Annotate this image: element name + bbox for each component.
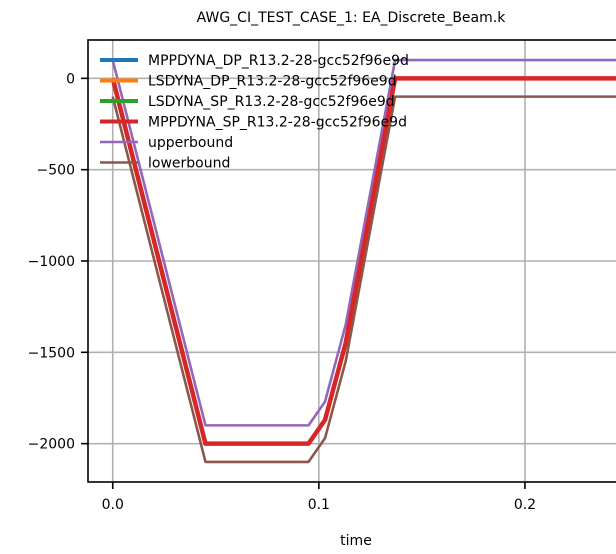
series-line-4 [110,76,616,446]
y-tick-label: −500 [37,163,75,179]
x-tick-label: 0.1 [308,497,330,513]
legend-item: upperbound [100,135,233,151]
legend-label: LSDYNA_DP_R13.2-28-gcc52f96e9d [148,74,397,90]
legend-item: LSDYNA_DP_R13.2-28-gcc52f96e9d [100,74,397,90]
legend-item: MPPDYNA_DP_R13.2-28-gcc52f96e9d [100,53,409,69]
legend-item: LSDYNA_SP_R13.2-28-gcc52f96e9d [100,94,395,110]
y-axis: 0 −500 −1000 −1500 −2000 [28,71,88,453]
legend-item: MPPDYNA_SP_R13.2-28-gcc52f96e9d [100,115,407,131]
legend-label: MPPDYNA_DP_R13.2-28-gcc52f96e9d [148,53,409,69]
legend-label: MPPDYNA_SP_R13.2-28-gcc52f96e9d [148,115,407,131]
series-layer [110,58,616,464]
x-axis: 0.0 0.1 0.2 [102,482,536,513]
legend-label: LSDYNA_SP_R13.2-28-gcc52f96e9d [148,94,395,110]
y-tick-label: 0 [66,71,75,87]
legend-item: lowerbound [100,156,230,172]
series-line-5 [111,58,616,427]
y-tick-label: −1000 [28,254,75,270]
series-line-6 [111,95,616,464]
x-tick-label: 0.0 [102,497,124,513]
y-tick-label: −1500 [28,345,75,361]
x-tick-label: 0.2 [514,497,536,513]
legend-label: upperbound [148,135,233,151]
legend: MPPDYNA_DP_R13.2-28-gcc52f96e9d LSDYNA_DP… [100,53,409,172]
x-axis-label: time [340,533,372,549]
legend-label: lowerbound [148,156,230,172]
y-tick-label: −2000 [28,437,75,453]
chart-title: AWG_CI_TEST_CASE_1: EA_Discrete_Beam.k [197,10,507,26]
